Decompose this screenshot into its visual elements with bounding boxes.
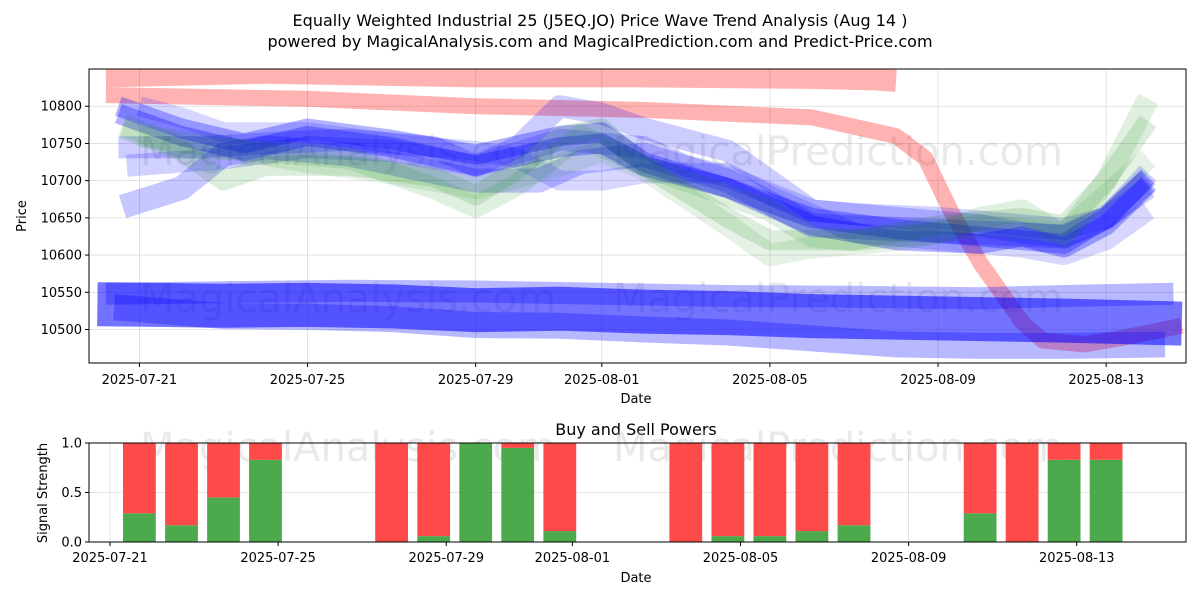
sell-power-bar: [963, 443, 997, 514]
buy-power-bar: [753, 536, 787, 542]
x-tick-label: 2025-08-09: [871, 551, 947, 566]
sell-power-bar: [1089, 443, 1123, 460]
x-tick-label: 2025-07-29: [438, 373, 514, 388]
y-tick-label: 10500: [41, 323, 82, 338]
wave-band: [137, 125, 1156, 267]
buy-power-bar: [459, 443, 493, 542]
buy-power-bar: [711, 536, 745, 542]
wave-band: [136, 96, 1154, 266]
wave-band: [115, 104, 1156, 258]
buy-power-bar: [963, 513, 997, 542]
wave-band: [118, 135, 1157, 249]
sell-power-bar: [501, 443, 535, 448]
sell-power-bar: [123, 443, 156, 514]
wave-band: [118, 93, 1158, 252]
buy-power-bar: [795, 531, 829, 542]
wave-band: [125, 128, 1155, 240]
price-axes-frame: [88, 68, 1187, 364]
chart-subtitle: powered by MagicalAnalysis.com and Magic…: [267, 32, 932, 51]
x-tick-label: 2025-07-29: [408, 551, 484, 566]
buy-power-bar: [165, 525, 198, 542]
sell-power-bar: [711, 443, 745, 537]
watermark-text: MagicalAnalysis.com: [140, 129, 556, 175]
x-tick-label: 2025-08-13: [1068, 373, 1144, 388]
y-tick-label: 10750: [41, 137, 82, 152]
power-title: Buy and Sell Powers: [555, 420, 717, 439]
sell-power-bar: [543, 443, 577, 532]
sell-power-bar: [1005, 443, 1039, 542]
y-tick-label: 10800: [41, 100, 82, 115]
sell-power-bar: [1047, 443, 1081, 460]
sell-power-bar: [207, 443, 240, 498]
y-tick-label: 10700: [41, 174, 82, 189]
buy-power-bar: [837, 525, 871, 542]
power-y-ticks: 0.0 0.5 1.0: [61, 437, 89, 551]
x-tick-label: 2025-08-09: [900, 373, 976, 388]
x-tick-label: 2025-08-05: [703, 551, 779, 566]
power-bars: [123, 443, 1123, 542]
x-tick-label: 2025-08-01: [564, 373, 640, 388]
sell-power-bar: [795, 443, 829, 532]
sell-power-bar: [375, 443, 408, 542]
buy-power-bar: [123, 513, 156, 542]
wave-band: [97, 282, 1183, 346]
x-tick-label: 2025-08-05: [732, 373, 808, 388]
power-x-label: Date: [620, 571, 651, 586]
power-x-ticks: 2025-07-21 2025-07-25 2025-07-29 2025-08-01…: [72, 542, 1115, 566]
sell-power-bar: [249, 443, 282, 460]
y-tick-label: 10650: [41, 211, 82, 226]
y-tick-label: 10600: [41, 249, 82, 264]
sell-power-bar: [669, 443, 703, 542]
watermark-text: MagicalAnalysis.com: [140, 425, 556, 471]
buy-power-bar: [417, 536, 451, 542]
buy-power-bar: [249, 459, 282, 542]
x-tick-label: 2025-08-13: [1039, 551, 1115, 566]
sell-power-bar: [417, 443, 451, 537]
chart-title: Equally Weighted Industrial 25 (J5EQ.JO)…: [293, 11, 908, 30]
y-tick-label: 0.0: [61, 536, 82, 551]
price-x-ticks: 2025-07-21 2025-07-25 2025-07-29 2025-08-01…: [102, 363, 1144, 388]
wave-band: [105, 69, 897, 92]
price-x-label: Date: [620, 392, 651, 407]
wave-band: [113, 294, 1166, 359]
x-tick-label: 2025-07-25: [240, 551, 316, 566]
x-tick-label: 2025-07-21: [72, 551, 148, 566]
wave-band: [105, 87, 1184, 353]
y-tick-label: 1.0: [61, 437, 82, 452]
x-tick-label: 2025-08-01: [535, 551, 611, 566]
price-y-label: Price: [15, 200, 30, 232]
power-y-label: Signal Strength: [36, 443, 51, 543]
wave-band: [119, 115, 1157, 251]
x-tick-label: 2025-07-21: [102, 373, 178, 388]
price-y-ticks: 10500 10550 10600 10650 10700 10750 10800: [41, 100, 89, 338]
buy-power-bar: [207, 497, 240, 542]
sell-power-bar: [165, 443, 198, 526]
buy-power-bar: [543, 531, 577, 542]
y-tick-label: 10550: [41, 286, 82, 301]
x-tick-label: 2025-07-25: [270, 373, 346, 388]
buy-power-bar: [1047, 459, 1081, 542]
sell-power-bar: [753, 443, 787, 537]
wave-band: [118, 95, 1157, 248]
buy-power-bar: [1089, 459, 1123, 542]
price-plot-area: [97, 69, 1184, 359]
watermark-text: MagicalPrediction.com: [613, 129, 1063, 175]
buy-power-bar: [501, 447, 535, 542]
sell-power-bar: [837, 443, 871, 526]
y-tick-label: 0.5: [61, 486, 82, 501]
price-bands: [97, 69, 1184, 359]
wave-band: [105, 279, 1174, 310]
wave-band: [115, 96, 1156, 254]
